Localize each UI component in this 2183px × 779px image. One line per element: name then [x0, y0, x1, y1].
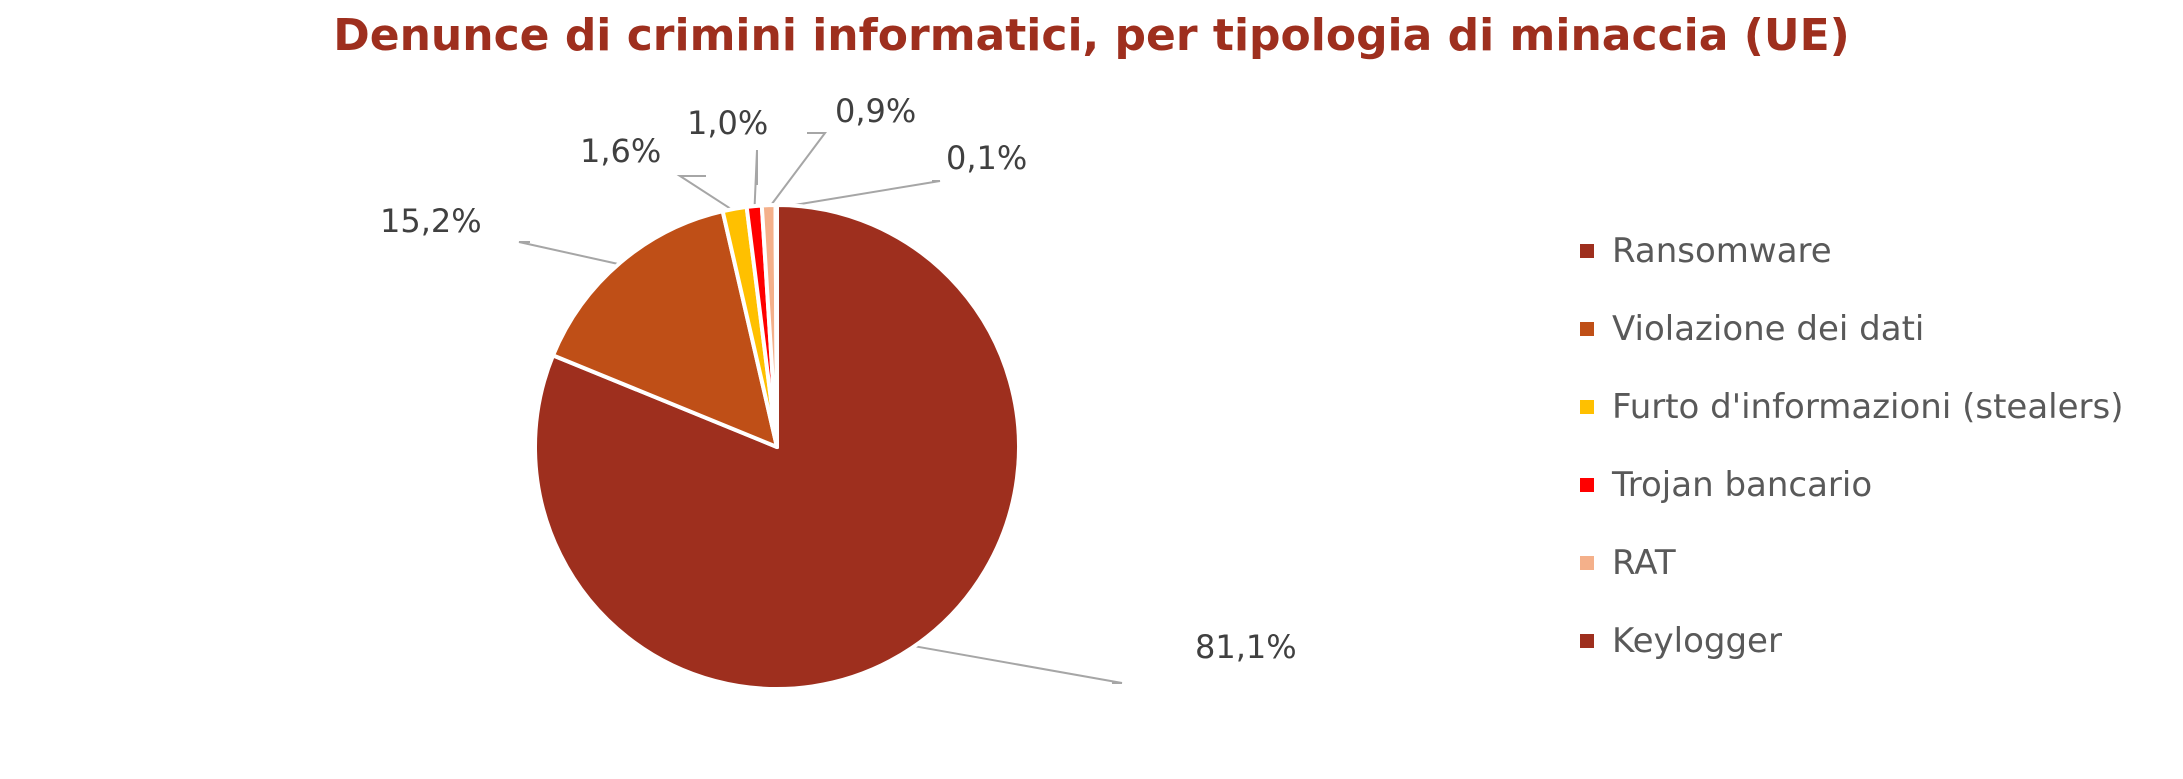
legend-label: Ransomware: [1612, 231, 1832, 271]
legend-swatch: [1580, 634, 1594, 648]
legend-item-ransomware: Ransomware: [1580, 229, 1832, 273]
leader-line-keylogger: [776, 180, 941, 209]
legend-label: RAT: [1612, 543, 1676, 583]
legend-item-furto-d-informazioni-stealers: Furto d'informazioni (stealers): [1580, 385, 2123, 429]
legend-swatch: [1580, 244, 1594, 258]
pie-slice-violazione-dei-dati: [551, 209, 779, 449]
data-label-rat: 0,9%: [835, 92, 916, 130]
data-label-ransomware: 81,1%: [1195, 628, 1297, 666]
legend-item-trojan-bancario: Trojan bancario: [1580, 463, 1872, 507]
leader-line-rat: [767, 132, 827, 209]
legend-item-rat: RAT: [1580, 541, 1676, 585]
data-label-violazione-dei-dati: 15,2%: [380, 202, 482, 240]
chart-title: Denunce di crimini informatici, per tipo…: [333, 10, 1850, 61]
leader-line-ransomware: [910, 644, 1123, 684]
legend-swatch: [1580, 556, 1594, 570]
legend-item-keylogger: Keylogger: [1580, 619, 1782, 663]
legend-swatch: [1580, 322, 1594, 336]
leader-line-furto-d-informazioni-stealers: [676, 175, 736, 213]
legend-label: Trojan bancario: [1612, 465, 1873, 505]
legend-swatch: [1580, 400, 1594, 414]
data-label-keylogger: 0,1%: [946, 139, 1027, 177]
data-label-furto-d-informazioni-stealers: 1,6%: [580, 132, 661, 170]
data-label-trojan-bancario: 1,0%: [687, 104, 768, 142]
legend-label: Violazione dei dati: [1612, 309, 1925, 349]
leader-line-trojan-bancario: [753, 149, 758, 210]
pie-slice-keylogger: [773, 203, 779, 449]
legend-swatch: [1580, 478, 1594, 492]
legend-label: Keylogger: [1612, 621, 1782, 661]
leader-line-violazione-dei-dati: [518, 241, 623, 266]
legend-item-violazione-dei-dati: Violazione dei dati: [1580, 307, 1924, 351]
legend-label: Furto d'informazioni (stealers): [1612, 387, 2124, 427]
